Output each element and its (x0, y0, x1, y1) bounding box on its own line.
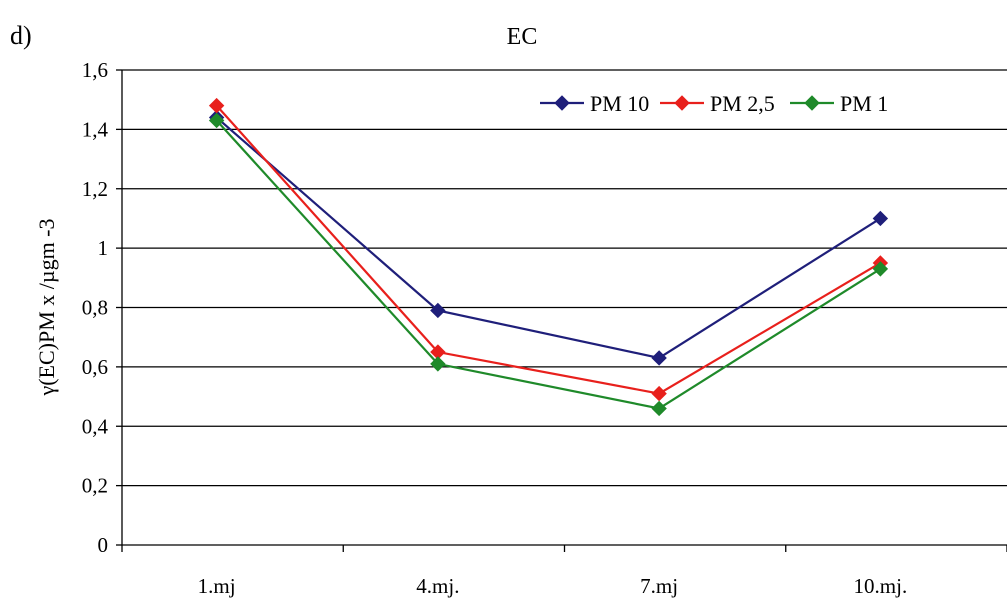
y-axis-label: γ(EC)PM x /µgm -3 (34, 218, 59, 396)
y-tick-label: 0,2 (82, 474, 108, 498)
data-point-pm-10 (651, 350, 667, 366)
y-tick-label: 0,6 (82, 355, 108, 379)
legend-marker-pm-1 (804, 95, 820, 111)
y-tick-labels: 0 0,2 0,4 0,6 0,8 1 1,2 1,4 1,6 (82, 58, 109, 557)
data-point-pm-1 (208, 112, 225, 129)
x-tick-label: 4.mj. (416, 574, 459, 598)
data-point-pm-1 (430, 356, 446, 372)
legend-marker-pm-10 (554, 95, 570, 111)
data-point-pm-1 (872, 261, 889, 277)
x-tick-labels: 1.mj 4.mj. 7.mj 10.mj. (198, 574, 908, 598)
panel-label: d) (10, 21, 32, 50)
legend: PM 10 PM 2,5 PM 1 (540, 91, 888, 116)
chart-title: EC (507, 24, 538, 50)
y-tick-label: 1,2 (82, 177, 108, 201)
y-tick-label: 0 (98, 533, 109, 557)
y-tick-label: 0,4 (82, 414, 109, 438)
data-point-pm-1 (651, 400, 667, 417)
gridlines (116, 69, 1007, 546)
legend-label-pm-2-5: PM 2,5 (710, 91, 775, 116)
data-point-pm-10 (430, 302, 446, 319)
axes (121, 70, 1007, 552)
data-point-pm-10 (872, 210, 889, 227)
data-point-pm-2-5 (651, 385, 667, 402)
series-line-pm-10 (215, 116, 881, 360)
x-tick-label: 1.mj (198, 574, 236, 598)
series-line-pm-1 (215, 119, 881, 410)
legend-label-pm-10: PM 10 (590, 91, 649, 116)
x-tick-label: 7.mj (640, 574, 678, 598)
legend-label-pm-1: PM 1 (840, 91, 888, 116)
y-tick-label: 1,6 (82, 58, 108, 82)
y-tick-label: 1,4 (82, 117, 109, 141)
y-tick-label: 1 (98, 236, 109, 260)
series-line-pm-2-5 (215, 104, 881, 395)
y-tick-label: 0,8 (82, 296, 108, 320)
legend-marker-pm-2-5 (674, 95, 690, 111)
x-tick-label: 10.mj. (854, 574, 908, 598)
series-lines (208, 97, 889, 417)
data-point-pm-2-5 (208, 97, 225, 114)
